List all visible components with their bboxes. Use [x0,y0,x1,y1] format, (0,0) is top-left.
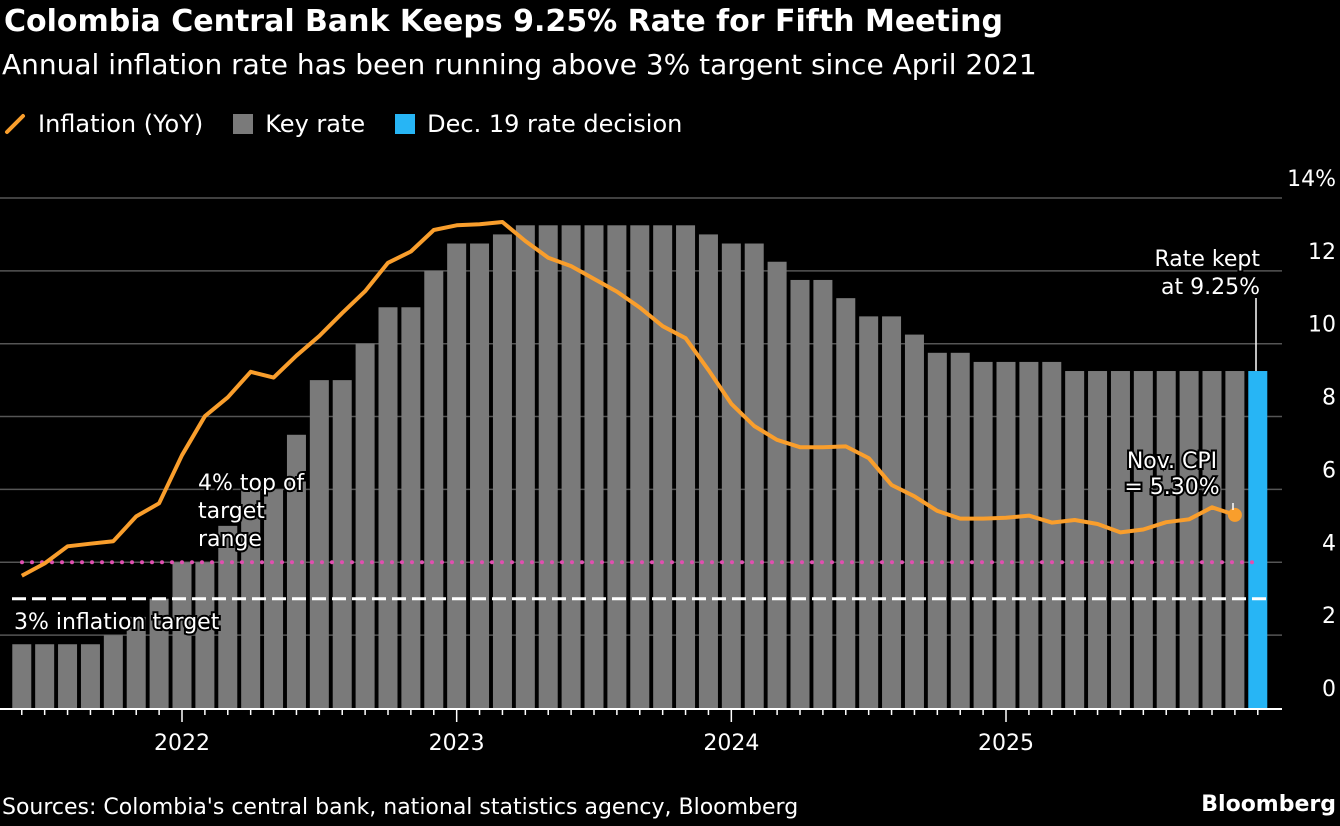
key-rate-bar [1110,371,1130,708]
rate-kept-label: at 9.25% [1161,275,1260,300]
chart-subtitle: Annual inflation rate has been running a… [2,48,1037,81]
key-rate-bar [1202,371,1222,708]
legend-label: Dec. 19 rate decision [427,110,683,138]
y-tick-label: 4 [1322,531,1336,556]
key-rate-bar [973,361,993,708]
inflation-line [20,220,1236,578]
key-rate-bar [401,307,421,708]
key-rate-bar [12,644,32,708]
key-rate-bar [630,225,650,709]
nov-cpi-label: Nov. CPI [1127,449,1217,474]
inflation-last-point [1227,507,1242,522]
x-tick-label: 2022 [154,731,210,756]
key-rate-bar [378,307,398,708]
y-tick-label: 8 [1322,386,1336,411]
y-tick-label: 10 [1308,313,1336,338]
legend-item-key-rate: Key rate [233,110,365,138]
key-rate-bar [35,644,55,708]
key-rate-bar [950,352,970,708]
square-icon [395,114,416,134]
x-tick-label: 2023 [429,731,485,756]
y-tick-label: 12 [1308,240,1336,265]
legend: Inflation (YoY) Key rate Dec. 19 rate de… [4,110,712,138]
key-rate-bar [744,243,764,708]
y-tick-label: 14% [1287,167,1336,192]
key-rate-bar [996,361,1016,708]
key-rate-bar [1156,371,1176,708]
y-tick-label: 2 [1322,604,1336,629]
key-rate-bar [561,225,581,709]
legend-item-inflation: Inflation (YoY) [4,110,203,138]
key-rate-bar [492,234,512,708]
key-rate-bar [927,352,947,708]
key-rate-bar [538,225,558,709]
key-rate-bar [698,234,718,708]
key-rate-bar [1019,361,1039,708]
key-rate-bar [584,225,604,709]
target-top-label: target [198,499,265,524]
key-rate-bar [767,261,787,708]
key-rate-bar [836,298,856,708]
key-rate-bar [80,644,100,708]
key-rate-bar [653,225,673,709]
x-tick-label: 2025 [978,731,1034,756]
line-icon [5,114,25,134]
nov-cpi-label: = 5.30% [1124,475,1219,500]
bloomberg-logo: Bloomberg [1201,792,1336,817]
key-rate-bar [286,434,306,708]
key-rate-bar [58,644,78,708]
square-icon [233,114,254,134]
key-rate-bar [355,343,375,708]
key-rate-bar [1179,371,1199,708]
key-rate-bar [1225,371,1245,708]
key-rate-bar [172,562,192,708]
key-rate-bar [195,562,215,708]
chart-title: Colombia Central Bank Keeps 9.25% Rate f… [4,4,1003,39]
source-note: Sources: Colombia's central bank, nation… [2,795,799,820]
x-tick-label: 2024 [703,731,759,756]
key-rate-bar [309,380,329,708]
key-rate-bar [515,225,535,709]
legend-label: Key rate [265,110,366,138]
target-top-label: range [198,527,262,552]
inflation-target-label: 3% inflation target [14,610,220,635]
legend-item-decision: Dec. 19 rate decision [395,110,682,138]
key-rate-bar [218,525,238,708]
key-rate-bar [882,316,902,708]
key-rate-bar [241,489,261,708]
key-rate-bar [126,616,146,708]
key-rate-bar [470,243,490,708]
key-rate-bar [813,279,833,708]
key-rate-bar [676,225,696,709]
key-rate-bar [790,279,810,708]
key-rate-bar [721,243,741,708]
key-rate-bar [904,334,924,708]
key-rate-bar [332,380,352,708]
key-rate-bar [149,598,169,708]
y-tick-label: 6 [1322,458,1336,483]
key-rate-bar [859,316,879,708]
target-top-label: 4% top of [198,471,305,496]
decision-bar [1248,371,1268,708]
key-rate-bar [447,243,467,708]
key-rate-bar [1133,371,1153,708]
key-rate-bar [1088,371,1108,708]
key-rate-bar [1042,361,1062,708]
key-rate-bar [607,225,627,709]
y-tick-label: 0 [1322,677,1336,702]
legend-label: Inflation (YoY) [38,110,204,138]
key-rate-bar [103,635,123,708]
key-rate-bar [424,270,444,708]
key-rate-bar [1065,371,1085,708]
rate-kept-label: Rate kept [1154,247,1260,272]
